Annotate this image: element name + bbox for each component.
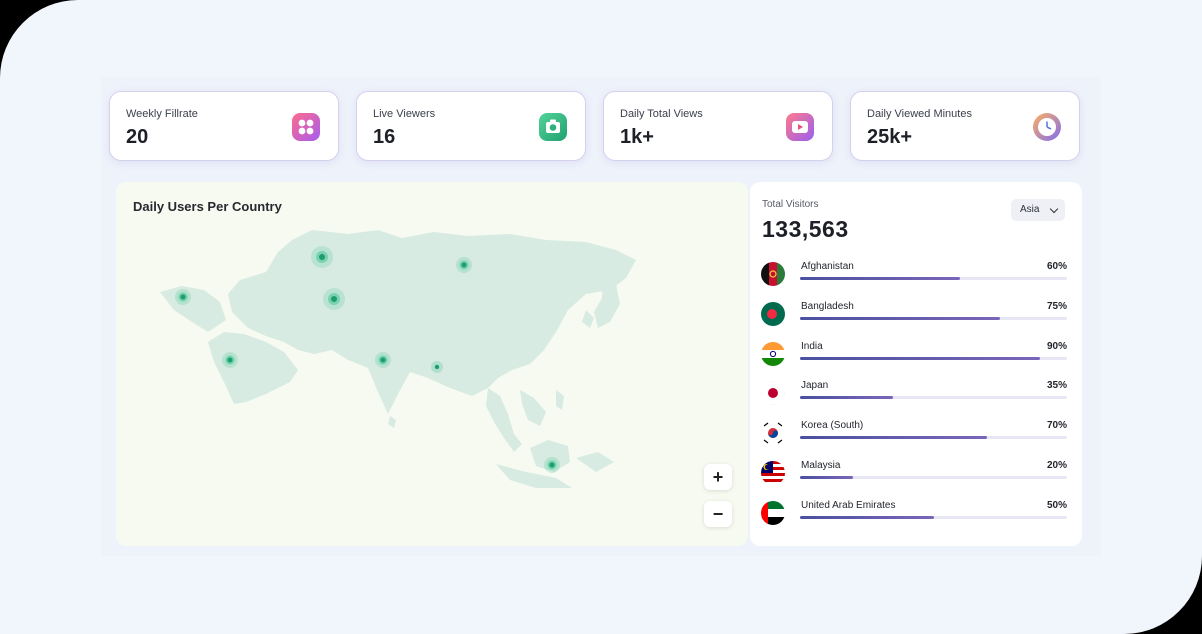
country-percent: 35% <box>1046 380 1067 391</box>
stat-card-daily-viewed-minutes[interactable]: Daily Viewed Minutes 25k+ <box>850 91 1080 161</box>
country-name: United Arab Emirates <box>801 500 896 511</box>
country-row-korea-south: Korea (South) 70% <box>761 417 1067 451</box>
uae-flag-icon <box>761 501 785 525</box>
progress-track <box>800 317 1067 320</box>
progress-track <box>800 436 1067 439</box>
country-name: Malaysia <box>801 460 841 471</box>
total-visitors-label: Total Visitors <box>762 199 819 210</box>
progress-track <box>800 516 1067 519</box>
map-card: Daily Users Per Country <box>116 182 748 546</box>
bangladesh-flag-icon <box>761 302 785 326</box>
zoom-out-button[interactable]: − <box>704 501 732 527</box>
progress-fill <box>800 317 1001 320</box>
country-name: India <box>801 341 823 352</box>
clock-icon <box>1033 113 1061 141</box>
country-percent: 20% <box>1046 460 1067 471</box>
region-select[interactable]: Asia <box>1011 199 1065 221</box>
stat-value: 1k+ <box>620 126 654 148</box>
country-percent: 70% <box>1046 420 1067 431</box>
south-korea-flag-icon <box>761 421 785 445</box>
stat-label: Live Viewers <box>373 108 436 120</box>
stat-value: 16 <box>373 126 396 148</box>
chevron-down-icon <box>1049 204 1059 214</box>
country-percent: 50% <box>1046 500 1067 511</box>
stat-label: Daily Total Views <box>620 108 703 120</box>
progress-fill <box>800 476 854 479</box>
play-video-icon <box>786 113 814 141</box>
progress-fill <box>800 436 987 439</box>
country-row-malaysia: Malaysia 20% <box>761 457 1067 491</box>
malaysia-flag-icon <box>761 461 785 485</box>
country-row-uae: United Arab Emirates 50% <box>761 497 1067 531</box>
region-select-value: Asia <box>1020 204 1040 215</box>
stat-card-daily-total-views[interactable]: Daily Total Views 1k+ <box>603 91 833 161</box>
japan-flag-icon <box>761 381 785 405</box>
stat-card-weekly-fillrate[interactable]: Weekly Fillrate 20 <box>109 91 339 161</box>
india-flag-icon <box>761 342 785 366</box>
camera-icon <box>539 113 567 141</box>
stat-label: Weekly Fillrate <box>126 108 198 120</box>
visitors-panel: Total Visitors 133,563 Asia Afghanistan … <box>750 182 1082 546</box>
country-name: Afghanistan <box>801 261 854 272</box>
zoom-in-button[interactable]: + <box>704 464 732 490</box>
total-visitors-value: 133,563 <box>762 216 849 242</box>
country-row-japan: Japan 35% <box>761 377 1067 411</box>
map-landmass <box>160 230 636 488</box>
asia-map[interactable] <box>116 182 748 546</box>
stat-label: Daily Viewed Minutes <box>867 108 972 120</box>
country-name: Bangladesh <box>801 301 854 312</box>
stat-value: 20 <box>126 126 149 148</box>
progress-fill <box>800 277 961 280</box>
map-title: Daily Users Per Country <box>133 199 282 214</box>
map-markers <box>175 246 560 473</box>
stat-value: 25k+ <box>867 126 913 148</box>
progress-track <box>800 476 1067 479</box>
apps-grid-icon <box>292 113 320 141</box>
country-name: Korea (South) <box>801 420 864 431</box>
progress-track <box>800 277 1067 280</box>
country-percent: 60% <box>1046 261 1067 272</box>
country-percent: 75% <box>1046 301 1067 312</box>
stat-card-live-viewers[interactable]: Live Viewers 16 <box>356 91 586 161</box>
progress-track <box>800 357 1067 360</box>
country-row-india: India 90% <box>761 338 1067 372</box>
country-percent: 90% <box>1046 341 1067 352</box>
country-row-afghanistan: Afghanistan 60% <box>761 258 1067 292</box>
progress-fill <box>800 357 1041 360</box>
afghanistan-flag-icon <box>761 262 785 286</box>
progress-track <box>800 396 1067 399</box>
country-row-bangladesh: Bangladesh 75% <box>761 298 1067 332</box>
country-name: Japan <box>801 380 829 391</box>
progress-fill <box>800 396 894 399</box>
progress-fill <box>800 516 934 519</box>
